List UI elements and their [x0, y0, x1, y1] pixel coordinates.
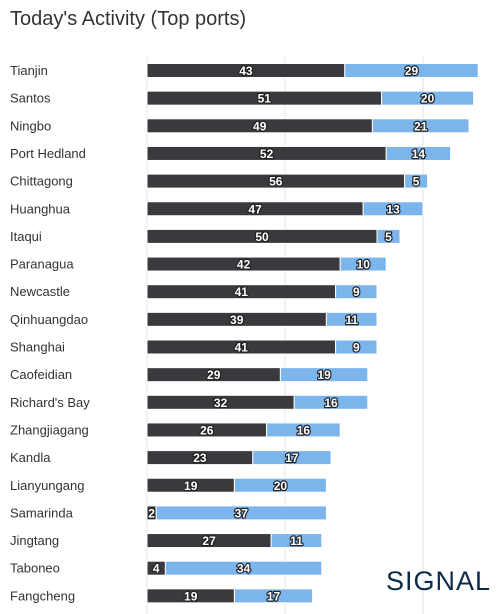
value-label-dark: 39	[230, 313, 244, 327]
bar-segment-light	[233, 588, 314, 604]
value-label-dark: 52	[260, 147, 274, 161]
bar-segment-light	[381, 90, 475, 106]
category-label: Tianjin	[10, 63, 48, 78]
bar-segment-light	[233, 477, 327, 493]
bar-segment-light	[252, 450, 332, 466]
category-label: Itaqui	[10, 229, 42, 244]
value-label-light: 5	[413, 175, 420, 189]
bar-segment-light	[344, 63, 479, 78]
value-label-dark: 51	[258, 92, 272, 106]
category-label: Fangcheng	[10, 588, 75, 603]
gridlines	[146, 55, 424, 614]
value-label-light: 16	[324, 396, 338, 410]
bar-segment-light	[325, 311, 378, 327]
category-label: Caofeidian	[10, 367, 72, 382]
bar-segment-light	[270, 533, 323, 549]
value-label-dark: 50	[255, 230, 269, 244]
value-label-dark: 56	[269, 175, 283, 189]
bar-segment-light	[371, 118, 470, 134]
category-label: Richard's Bay	[10, 395, 90, 410]
bar-segment-light	[266, 422, 341, 438]
category-label: Taboneo	[10, 561, 60, 576]
bar-segment-light	[339, 256, 387, 272]
bars	[146, 63, 479, 604]
bar-segment-light	[155, 505, 327, 521]
value-label-dark: 41	[235, 341, 249, 355]
category-label: Qinhuangdao	[10, 312, 88, 327]
value-label-light: 5	[385, 230, 392, 244]
category-label: Kandla	[10, 450, 51, 465]
category-label: Paranagua	[10, 257, 74, 272]
value-label-light: 17	[285, 451, 299, 465]
value-label-light: 9	[353, 285, 360, 299]
value-label-dark: 19	[184, 479, 198, 493]
bar-segment-light	[385, 145, 452, 161]
value-label-dark: 41	[235, 285, 249, 299]
category-label: Chittagong	[10, 174, 73, 189]
value-label-light: 11	[290, 534, 303, 548]
value-label-dark: 2	[148, 506, 155, 520]
chart-title: Today's Activity (Top ports)	[10, 8, 247, 30]
value-label-dark: 27	[202, 534, 216, 548]
value-label-light: 19	[317, 368, 331, 382]
category-label: Huanghua	[10, 201, 71, 216]
value-label-light: 20	[274, 479, 288, 493]
signal-logo: SIGNAL	[386, 566, 492, 596]
value-label-light: 14	[412, 147, 426, 161]
category-label: Ningbo	[10, 118, 51, 133]
value-label-light: 17	[267, 589, 281, 603]
value-label-light: 20	[421, 92, 435, 106]
bar-segment-light	[164, 560, 323, 576]
category-label: Samarinda	[10, 505, 74, 520]
value-label-dark: 32	[214, 396, 228, 410]
value-label-dark: 23	[193, 451, 207, 465]
category-label: Newcastle	[10, 284, 70, 299]
bar-segment-light	[279, 367, 369, 383]
value-label-dark: 49	[253, 119, 267, 133]
value-label-light: 21	[414, 119, 428, 133]
bar-segment-light	[362, 201, 424, 217]
value-label-dark: 47	[248, 202, 262, 216]
value-label-light: 10	[357, 258, 371, 272]
value-label-dark: 29	[207, 368, 221, 382]
value-label-light: 9	[353, 341, 360, 355]
value-label-light: 34	[237, 562, 251, 576]
value-label-light: 16	[297, 423, 311, 437]
category-label: Zhangjiagang	[10, 422, 89, 437]
value-label-light: 37	[235, 506, 249, 520]
bar-segment-light	[376, 228, 401, 244]
value-label-light: 29	[405, 64, 419, 78]
bar-segment-light	[335, 339, 378, 355]
bar-segment-light	[293, 394, 369, 410]
value-label-dark: 4	[153, 562, 160, 576]
value-label-light: 13	[386, 202, 400, 216]
bar-segment-light	[404, 173, 429, 189]
value-label-dark: 42	[237, 258, 251, 272]
category-label: Lianyungang	[10, 478, 84, 493]
value-label-dark: 19	[184, 589, 198, 603]
value-label-dark: 26	[200, 423, 214, 437]
category-label: Port Hedland	[10, 146, 86, 161]
category-label: Shanghai	[10, 340, 65, 355]
category-labels: Tianjin Santos Ningbo Port Hedland Chittagon…	[10, 63, 90, 603]
value-label-light: 11	[345, 313, 358, 327]
bar-segment-light	[335, 284, 378, 300]
category-label: Santos	[10, 91, 51, 106]
value-label-dark: 43	[239, 64, 253, 78]
category-label: Jingtang	[10, 533, 59, 548]
